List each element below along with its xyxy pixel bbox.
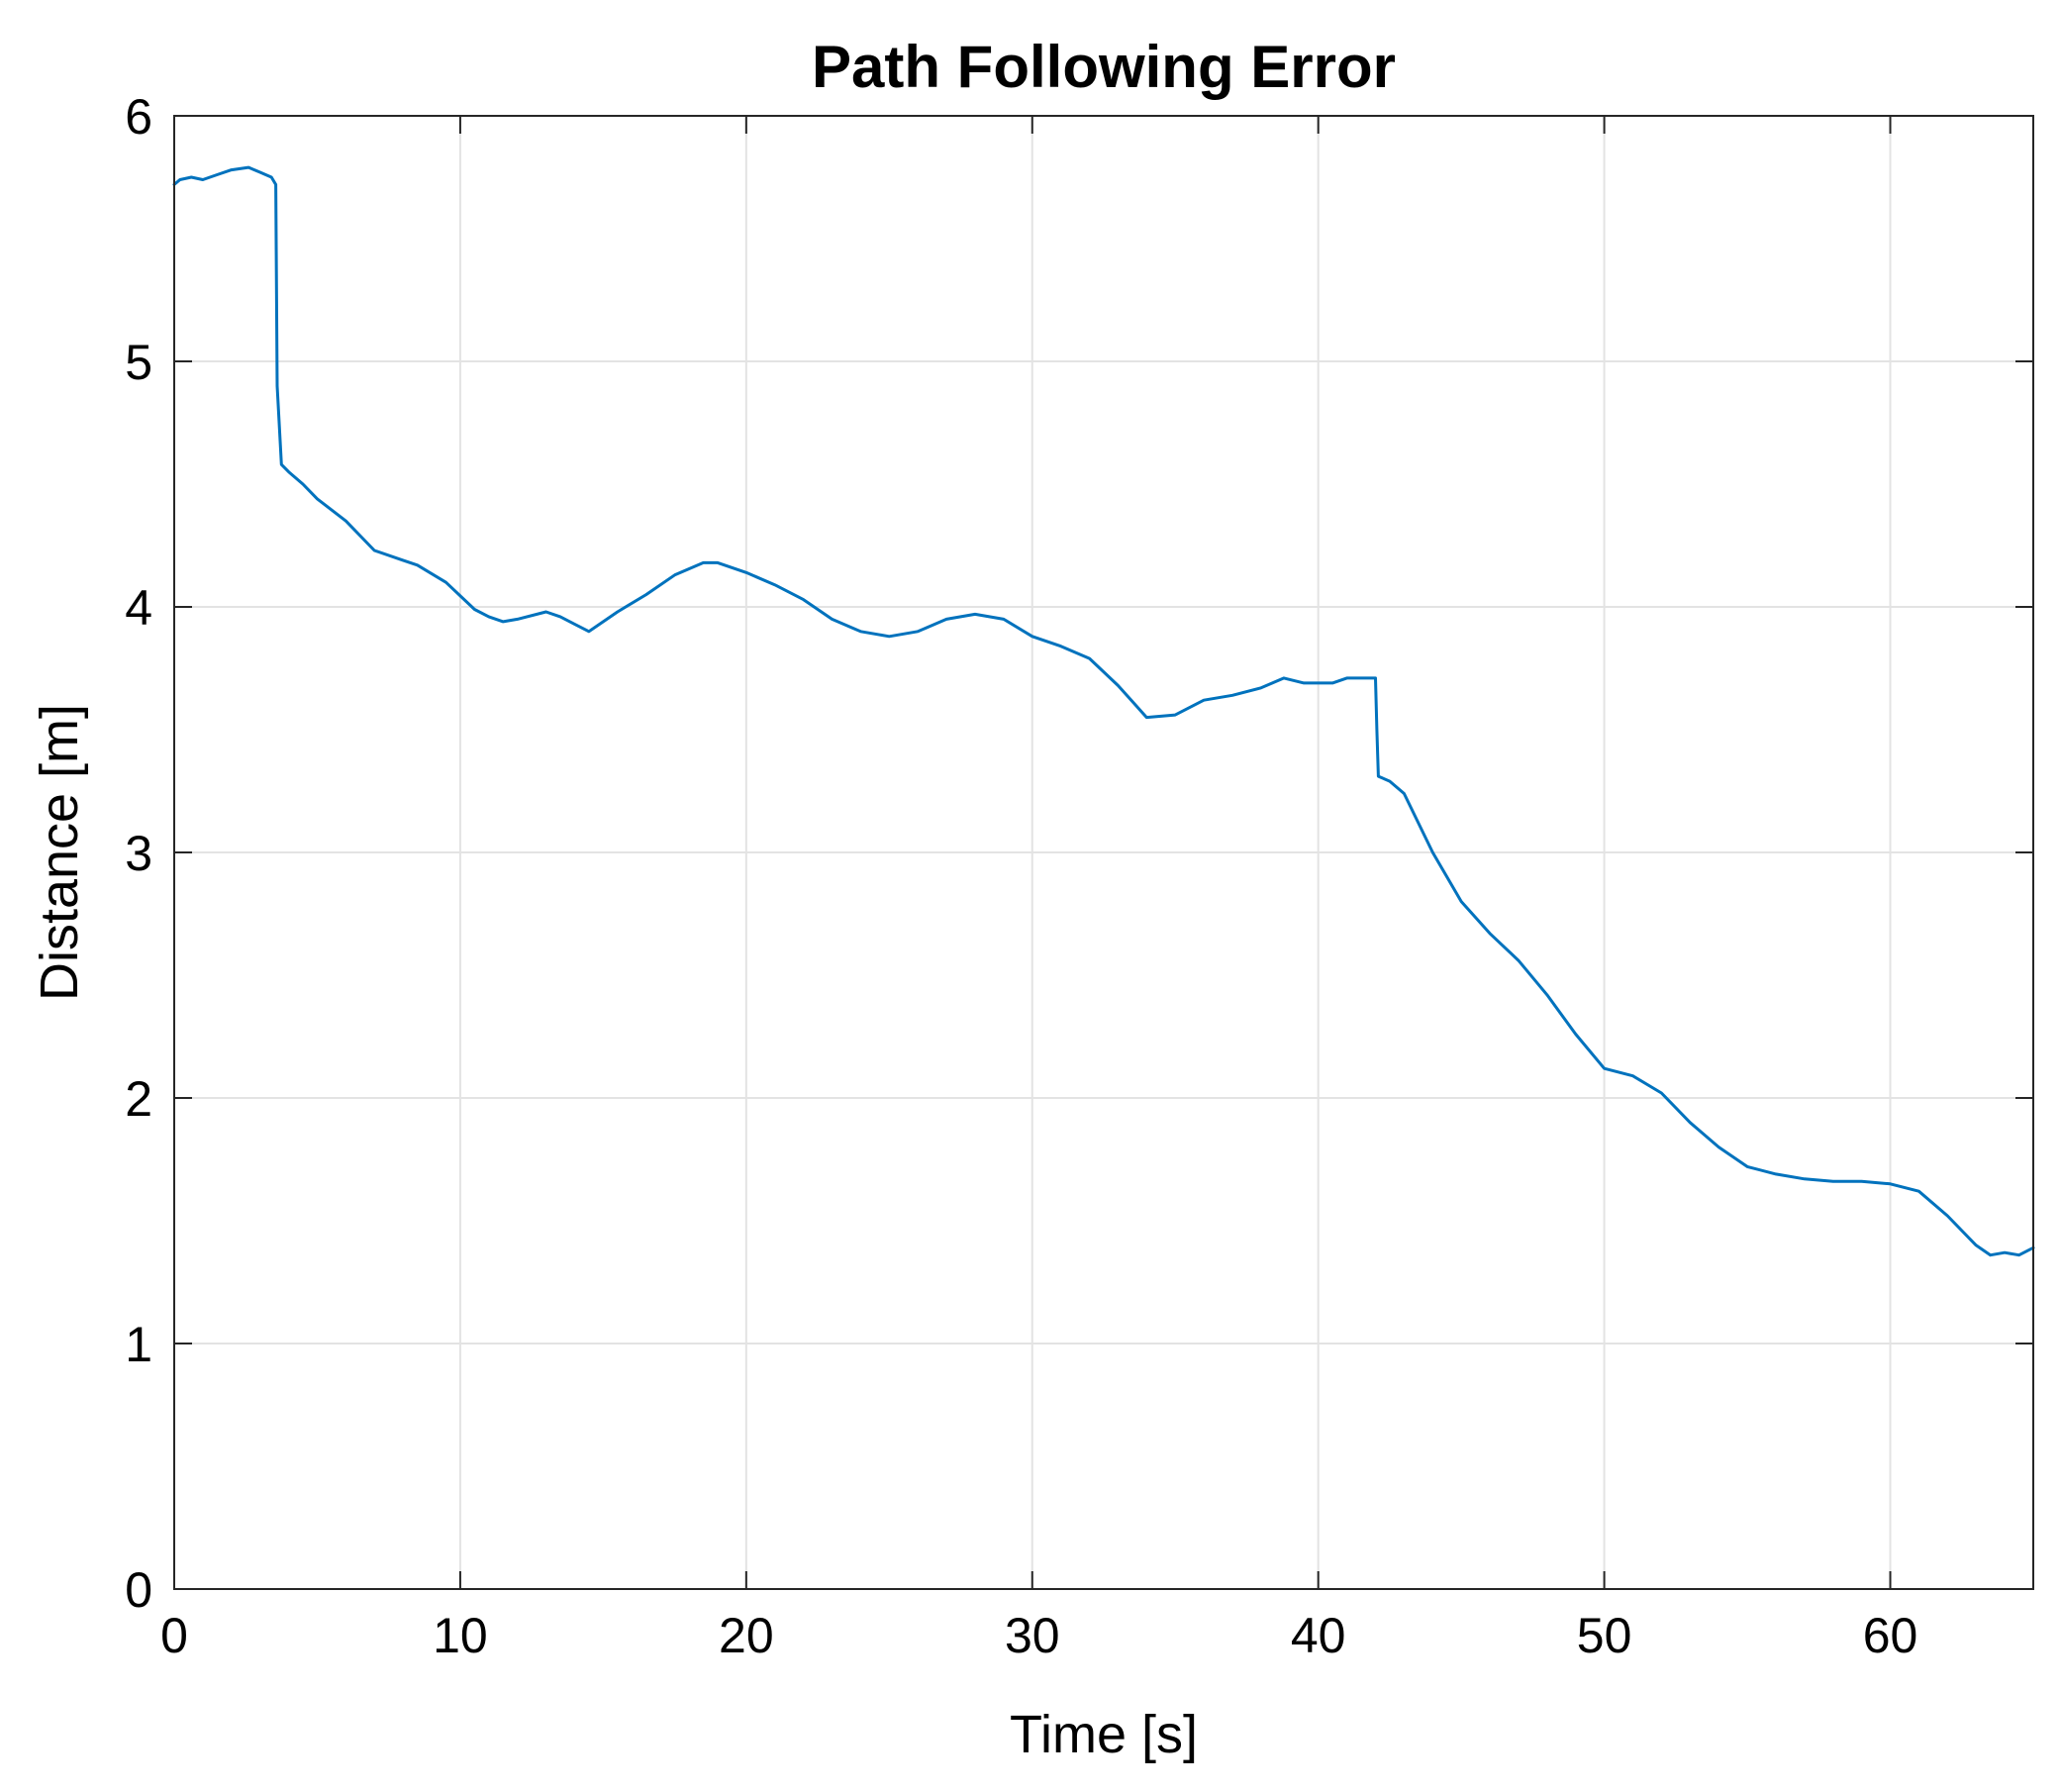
plot-area — [172, 165, 2035, 1257]
x-tick-label: 50 — [1577, 1608, 1632, 1663]
x-tick-label: 30 — [1005, 1608, 1060, 1663]
y-tick-label: 1 — [125, 1317, 152, 1372]
y-tick-label: 0 — [125, 1562, 152, 1618]
y-tick-label: 4 — [125, 580, 152, 636]
x-axis-label: Time [s] — [1010, 1705, 1198, 1764]
chart-title: Path Following Error — [812, 34, 1396, 100]
y-tick-label: 5 — [125, 335, 152, 390]
y-tick-label: 2 — [125, 1071, 152, 1127]
series-line — [172, 165, 2035, 1257]
y-tick-label: 6 — [125, 89, 152, 145]
y-tick-label: 3 — [125, 826, 152, 881]
x-tick-label: 10 — [433, 1608, 488, 1663]
x-tick-label: 20 — [719, 1608, 774, 1663]
axis-ticks: 0 10 20 30 40 50 60 0 1 2 3 4 5 6 — [125, 89, 2033, 1663]
x-tick-label: 0 — [160, 1608, 188, 1663]
x-tick-label: 60 — [1863, 1608, 1918, 1663]
x-tick-label: 40 — [1291, 1608, 1346, 1663]
y-axis-label: Distance [m] — [30, 704, 89, 1001]
